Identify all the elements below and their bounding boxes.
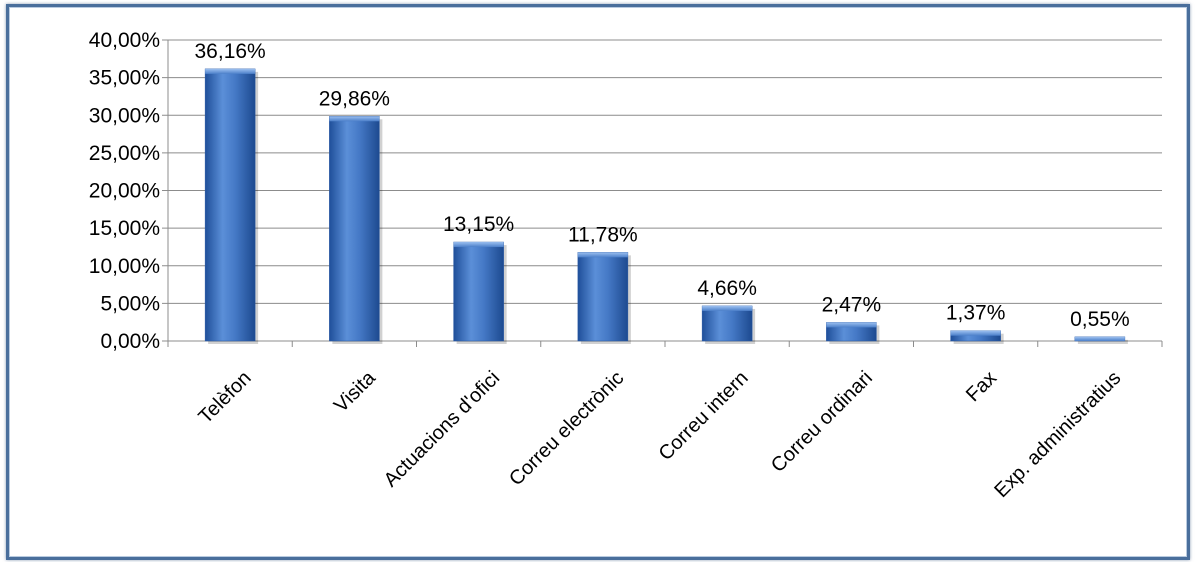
y-tick-label: 5,00% [100, 292, 160, 315]
bar-shadow [1077, 339, 1128, 344]
bar-visita [329, 116, 380, 342]
gridlines [168, 39, 1162, 304]
axes [162, 39, 1163, 347]
bar-cap [826, 322, 877, 328]
y-tick-label: 30,00% [89, 104, 160, 127]
y-tick-label: 10,00% [89, 255, 160, 278]
bar-cap [950, 330, 1001, 336]
x-axis-category-labels: Telèfon Visita Actuacions d'ofici Correu el… [194, 366, 1125, 502]
data-label: 13,15% [443, 213, 514, 236]
x-category-label: Visita [330, 366, 381, 417]
bar-cap [453, 242, 504, 248]
data-label: 36,16% [195, 40, 266, 63]
data-label: 29,86% [319, 87, 390, 110]
x-category-label: Exp. administratius [990, 367, 1125, 502]
y-tick-label: 15,00% [89, 217, 160, 240]
data-labels: 36,16% 29,86% 13,15% 11,78% 4,66% 2,47% 1,37% 0… [195, 40, 1130, 331]
y-tick-label: 25,00% [89, 142, 160, 165]
x-category-label: Fax [962, 367, 1001, 406]
x-category-label: Telèfon [194, 367, 255, 428]
x-category-label: Correu ordinari [767, 367, 877, 477]
y-tick-label: 40,00% [89, 29, 160, 52]
bar-cap [205, 68, 256, 74]
bar-cap [1074, 336, 1125, 341]
y-axis-tick-labels: 0,00% 5,00% 10,00% 15,00% 20,00% 25,00% 30,00%… [89, 29, 160, 353]
data-label: 11,78% [568, 223, 638, 246]
x-category-label: Correu electrònic [505, 367, 628, 490]
x-category-label: Correu intern [655, 367, 753, 465]
bar-correu-intern [701, 305, 753, 342]
bar-cap [577, 252, 628, 258]
data-label: 1,37% [946, 302, 1006, 325]
y-tick-label: 0,00% [100, 330, 160, 353]
bar-actuacions-d-ofici [453, 241, 504, 342]
data-label: 4,66% [697, 277, 757, 300]
data-label: 0,55% [1070, 308, 1130, 331]
bar-cap [702, 305, 753, 311]
bar-cap [329, 116, 380, 122]
data-label: 2,47% [822, 293, 882, 316]
y-tick-label: 20,00% [89, 180, 160, 203]
y-tick-label: 35,00% [89, 67, 160, 90]
bar-correu-electr-nic [577, 252, 629, 342]
x-category-label: Actuacions d'ofici [380, 367, 504, 491]
bars [204, 68, 1128, 345]
bar-tel-fon [204, 68, 256, 342]
